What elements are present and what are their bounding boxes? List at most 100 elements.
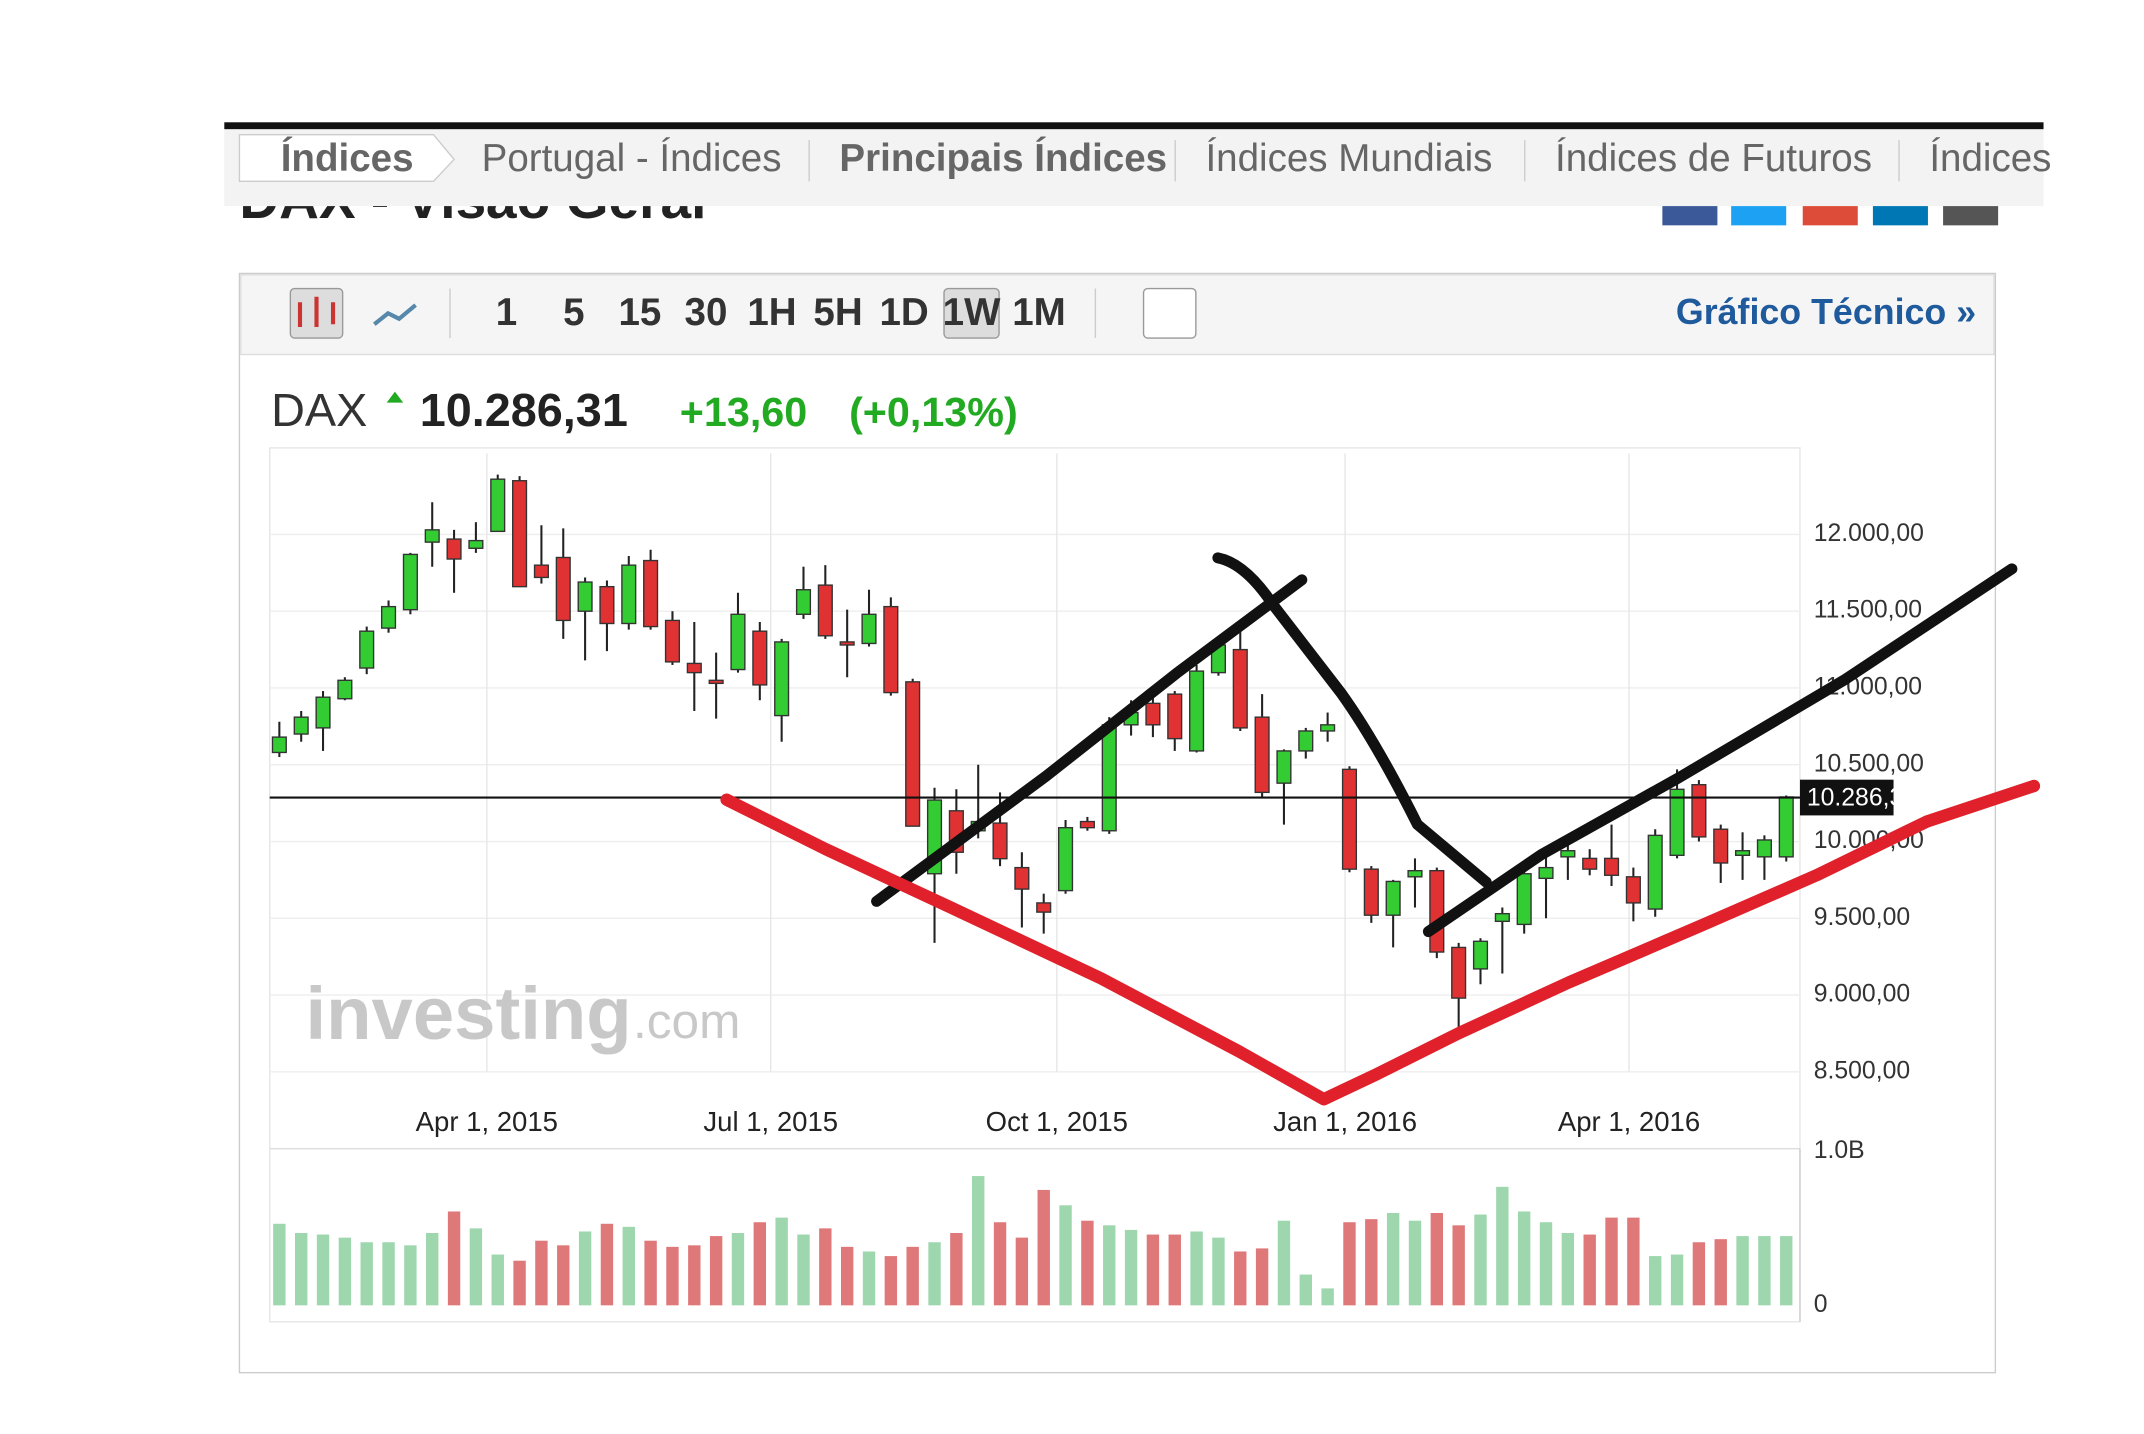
candle-body — [1298, 730, 1314, 752]
interval-button[interactable]: 5H — [813, 291, 862, 334]
volume-bar — [928, 1242, 941, 1306]
volume-bar — [1168, 1234, 1181, 1306]
watermark-suffix: .com — [633, 994, 740, 1049]
candle-body — [315, 696, 331, 729]
candle-body — [905, 681, 921, 827]
quote-symbol: DAX — [271, 384, 367, 436]
candle-body — [1036, 902, 1052, 913]
volume-bar — [1452, 1225, 1465, 1306]
candle-body — [1691, 784, 1707, 838]
nav-item[interactable]: Principais Índices — [839, 136, 1167, 180]
volume-bar — [644, 1240, 657, 1306]
volume-bar — [426, 1233, 439, 1306]
candle-body — [1538, 866, 1554, 880]
volume-bar — [1474, 1214, 1487, 1306]
volume-bar — [1605, 1217, 1618, 1306]
volume-tick-label: 1.0B — [1814, 1137, 1865, 1164]
volume-bar — [1539, 1222, 1553, 1306]
nav-item[interactable]: Portugal - Índices — [482, 137, 782, 180]
candle-body — [817, 584, 833, 637]
candle-body — [424, 529, 440, 543]
volume-bar — [1649, 1256, 1662, 1306]
quote-change-pct: (+0,13%) — [849, 389, 1018, 435]
interval-button[interactable]: 1D — [879, 291, 928, 334]
volume-bar — [797, 1234, 810, 1306]
volume-bar — [578, 1231, 592, 1306]
y-tick-label: 9.500,00 — [1814, 904, 1910, 931]
volume-bar — [404, 1245, 417, 1306]
volume-bar — [1692, 1242, 1706, 1306]
interval-button[interactable]: 30 — [685, 291, 728, 334]
volume-bar — [1103, 1225, 1116, 1306]
candle-body — [730, 613, 746, 671]
volume-bar — [469, 1228, 483, 1306]
x-tick-label: Oct 1, 2015 — [986, 1106, 1128, 1137]
candle-body — [271, 736, 287, 754]
nav-item[interactable]: Índices — [1929, 137, 2051, 180]
volume-bar — [294, 1233, 308, 1306]
candle-body — [337, 679, 353, 700]
volume-bar — [1277, 1220, 1291, 1306]
x-tick-label: Jan 1, 2016 — [1273, 1106, 1417, 1137]
volume-bar — [840, 1246, 854, 1306]
volume-bar — [731, 1233, 745, 1306]
volume-bar — [316, 1234, 330, 1306]
volume-bar — [1627, 1217, 1640, 1306]
volume-bar — [491, 1254, 504, 1306]
volume-bar — [1758, 1236, 1771, 1306]
technical-link[interactable]: Gráfico Técnico » — [1676, 292, 1976, 332]
candle-body — [1713, 828, 1729, 864]
candle-body — [1625, 876, 1641, 904]
interval-button[interactable]: 1 — [496, 291, 517, 334]
nav-item[interactable]: Índices Mundiais — [1205, 137, 1492, 180]
candle-body — [577, 581, 593, 612]
volume-bar — [1146, 1234, 1160, 1306]
candle-body — [992, 822, 1008, 860]
volume-bar — [1714, 1239, 1727, 1306]
volume-bar — [906, 1246, 919, 1306]
candle-body — [1079, 820, 1095, 829]
quote-price: 10.286,31 — [420, 384, 628, 436]
quote-change: +13,60 — [680, 389, 807, 435]
candle-body — [686, 662, 702, 674]
watermark: investing — [305, 972, 631, 1055]
volume-bar — [535, 1240, 548, 1306]
candle-body — [1057, 826, 1074, 892]
volume-bar — [1343, 1222, 1356, 1306]
nav-item[interactable]: Índices — [281, 136, 414, 180]
volume-bar — [1430, 1213, 1444, 1306]
interval-button[interactable]: 5 — [563, 291, 584, 334]
candle-body — [1560, 850, 1576, 858]
active-interval — [943, 287, 1000, 339]
candle-body — [708, 679, 724, 685]
volume-bar — [1081, 1220, 1094, 1306]
line-icon[interactable] — [373, 303, 417, 326]
candle-body — [1603, 857, 1620, 876]
toolbar — [240, 274, 1995, 356]
interval-button[interactable]: 1M — [1012, 291, 1066, 334]
candle-body — [359, 630, 375, 669]
interval-button[interactable]: 1H — [747, 291, 796, 334]
volume-bar — [775, 1217, 788, 1306]
volume-tick-label: 0 — [1814, 1291, 1828, 1318]
x-tick-label: Apr 1, 2016 — [1558, 1106, 1700, 1137]
candle-body — [1451, 946, 1467, 999]
layout-button[interactable] — [1142, 287, 1197, 339]
candle-body — [795, 589, 812, 615]
interval-button[interactable]: 1W — [943, 291, 1001, 334]
volume-bar — [1736, 1236, 1749, 1306]
x-tick-label: Jul 1, 2015 — [703, 1106, 838, 1137]
volume-bar — [1190, 1231, 1203, 1306]
volume-bar — [1386, 1213, 1400, 1306]
candle-body — [1385, 880, 1401, 916]
nav-breadcrumb — [238, 133, 456, 183]
volume-bar — [1124, 1229, 1138, 1306]
y-tick-label: 10.500,00 — [1814, 750, 1924, 777]
interval-button[interactable]: 15 — [618, 291, 661, 334]
volume-bar — [993, 1222, 1007, 1306]
candle-body — [1363, 868, 1379, 916]
volume-bar — [753, 1222, 767, 1306]
candle-body — [1254, 716, 1270, 794]
nav-item[interactable]: Índices de Futuros — [1555, 137, 1872, 180]
